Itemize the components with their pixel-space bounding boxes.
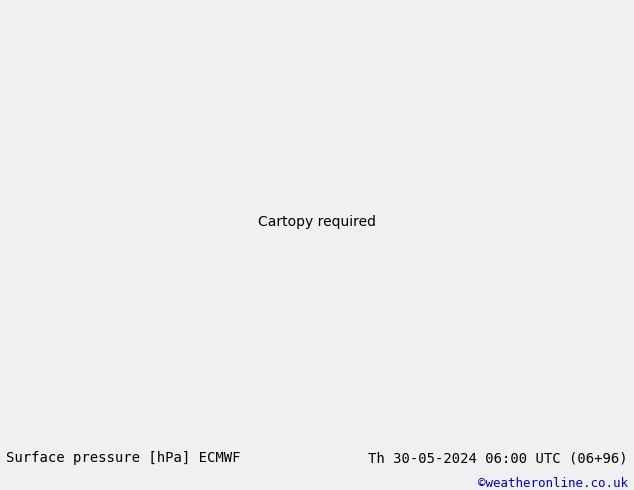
Text: Surface pressure [hPa] ECMWF: Surface pressure [hPa] ECMWF — [6, 451, 241, 466]
Text: Cartopy required: Cartopy required — [258, 216, 376, 229]
Text: ©weatheronline.co.uk: ©weatheronline.co.uk — [477, 477, 628, 490]
Text: Th 30-05-2024 06:00 UTC (06+96): Th 30-05-2024 06:00 UTC (06+96) — [368, 451, 628, 466]
